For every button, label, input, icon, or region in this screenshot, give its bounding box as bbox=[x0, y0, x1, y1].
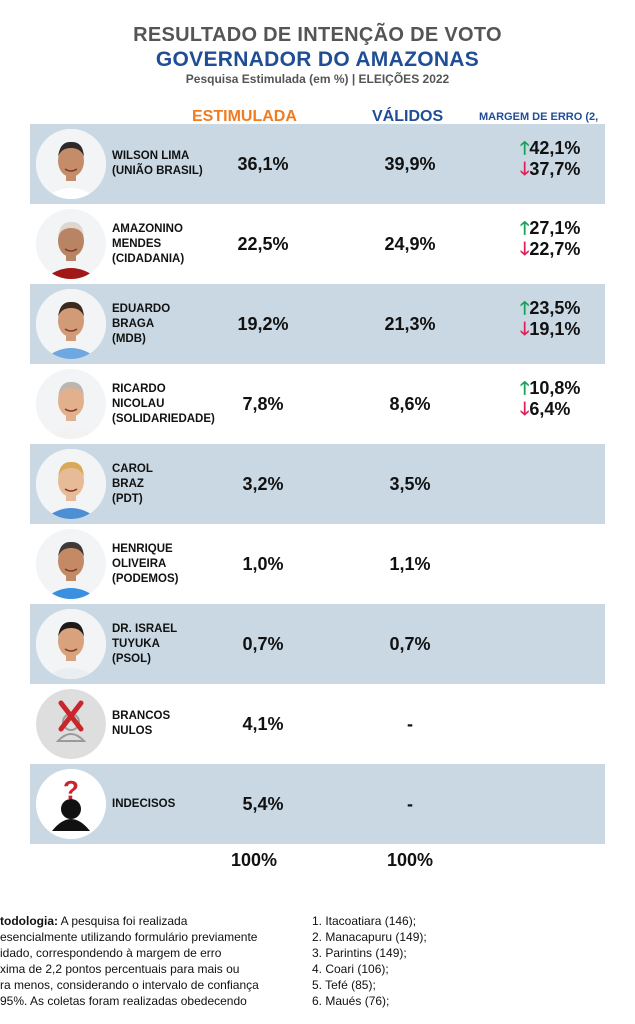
table-row: AMAZONINO MENDES (CIDADANIA) 22,5% 24,9% 🡑2… bbox=[30, 204, 605, 284]
city-item: 5. Tefé (85); bbox=[312, 978, 376, 992]
estimulada-value: 22,5% bbox=[237, 233, 289, 254]
candidate-name: INDECISOS bbox=[112, 797, 176, 810]
methodology-label: todologia: bbox=[0, 914, 58, 928]
arrow-down-icon: 🡓 bbox=[520, 239, 530, 259]
margin-of-error: 🡑10,8% 🡓6,4% bbox=[520, 378, 580, 420]
city-item: 2. Manacapuru (149); bbox=[312, 930, 427, 944]
validos-value: - bbox=[407, 793, 413, 814]
validos-value: 8,6% bbox=[389, 393, 431, 414]
estimulada-value: 36,1% bbox=[237, 153, 289, 174]
candidate-photo bbox=[36, 369, 106, 439]
city-list: 1. Itacoatiara (146); 2. Manacapuru (149)… bbox=[312, 913, 427, 1009]
question-person-icon: ? bbox=[36, 769, 106, 839]
results-table: WILSON LIMA (UNIÃO BRASIL) 36,1% 39,9% 🡑42,… bbox=[30, 124, 605, 844]
city-item: 1. Itacoatiara (146); bbox=[312, 914, 417, 928]
arrow-down-icon: 🡓 bbox=[520, 319, 530, 339]
x-person-icon bbox=[36, 689, 106, 759]
margin-lower-value: 22,7% bbox=[529, 239, 581, 259]
table-row: ? INDECISOS 5,4% - bbox=[30, 764, 605, 844]
arrow-down-icon: 🡓 bbox=[520, 399, 530, 419]
column-header-validos: VÁLIDOS bbox=[372, 108, 444, 125]
margin-lower-value: 19,1% bbox=[529, 319, 581, 339]
city-item: 4. Coari (106); bbox=[312, 962, 389, 976]
margin-of-error: 🡑42,1% 🡓37,7% bbox=[520, 138, 580, 180]
margin-upper-value: 10,8% bbox=[529, 378, 581, 398]
candidate-photo bbox=[36, 449, 106, 519]
arrow-up-icon: 🡑 bbox=[520, 378, 530, 398]
arrow-up-icon: 🡑 bbox=[520, 218, 530, 238]
validos-value: 1,1% bbox=[389, 553, 431, 574]
candidate-photo bbox=[36, 129, 106, 199]
arrow-down-icon: 🡓 bbox=[520, 159, 530, 179]
page-title: RESULTADO DE INTENÇÃO DE VOTO bbox=[133, 24, 502, 46]
estimulada-value: 1,0% bbox=[242, 553, 284, 574]
city-item: 6. Maués (76); bbox=[312, 994, 390, 1008]
table-row: WILSON LIMA (UNIÃO BRASIL) 36,1% 39,9% 🡑42,… bbox=[30, 124, 605, 204]
candidate-photo bbox=[36, 609, 106, 679]
estimulada-value: 3,2% bbox=[242, 473, 284, 494]
table-row: DR. ISRAEL TUYUKA (PSOL) 0,7% 0,7% bbox=[30, 604, 605, 684]
margin-of-error: 🡑23,5% 🡓19,1% bbox=[520, 298, 580, 340]
estimulada-value: 4,1% bbox=[242, 713, 284, 734]
margin-of-error: 🡑27,1% 🡓22,7% bbox=[520, 218, 580, 260]
estimulada-value: 7,8% bbox=[242, 393, 284, 414]
candidate-name: HENRIQUE OLIVEIRA (PODEMOS) bbox=[112, 542, 179, 585]
estimulada-value: 0,7% bbox=[242, 633, 284, 654]
survey-caption: Pesquisa Estimulada (em %) | ELEIÇÕES 20… bbox=[185, 72, 450, 86]
margin-upper-value: 42,1% bbox=[529, 138, 581, 158]
candidate-name: WILSON LIMA (UNIÃO BRASIL) bbox=[112, 150, 203, 177]
validos-value: 24,9% bbox=[384, 233, 436, 254]
table-row: RICARDO NICOLAU (SOLIDARIEDADE) 7,8% 8,6% 🡑… bbox=[30, 364, 605, 444]
candidate-name: EDUARDO BRAGA (MDB) bbox=[112, 302, 171, 345]
table-row: BRANCOS NULOS 4,1% - bbox=[30, 684, 605, 764]
estimulada-value: 19,2% bbox=[237, 313, 289, 334]
svg-text:?: ? bbox=[63, 775, 79, 805]
candidate-photo bbox=[36, 289, 106, 359]
candidate-photo bbox=[36, 529, 106, 599]
candidate-name: CAROL BRAZ (PDT) bbox=[112, 462, 153, 505]
methodology-body: A pesquisa foi realizada esencialmente u… bbox=[0, 914, 259, 1008]
candidate-name: AMAZONINO MENDES (CIDADANIA) bbox=[112, 222, 185, 265]
margin-lower-value: 37,7% bbox=[529, 159, 581, 179]
table-row: HENRIQUE OLIVEIRA (PODEMOS) 1,0% 1,1% bbox=[30, 524, 605, 604]
candidate-photo bbox=[36, 209, 106, 279]
column-header-estimulada: ESTIMULADA bbox=[192, 108, 297, 125]
methodology-text: todologia: A pesquisa foi realizada esen… bbox=[0, 913, 300, 1013]
table-row: CAROL BRAZ (PDT) 3,2% 3,5% bbox=[30, 444, 605, 524]
candidate-name: BRANCOS NULOS bbox=[112, 710, 171, 737]
column-header-margem: MARGEM DE ERRO (2, bbox=[479, 111, 599, 123]
total-estimulada: 100% bbox=[230, 850, 278, 870]
table-row: EDUARDO BRAGA (MDB) 19,2% 21,3% 🡑23,5% 🡓19,1… bbox=[30, 284, 605, 364]
validos-value: 39,9% bbox=[384, 153, 436, 174]
validos-value: 3,5% bbox=[389, 473, 431, 494]
page-subtitle: GOVERNADOR DO AMAZONAS bbox=[155, 48, 480, 71]
arrow-up-icon: 🡑 bbox=[520, 298, 530, 318]
total-validos: 100% bbox=[386, 850, 434, 870]
candidate-name: DR. ISRAEL TUYUKA (PSOL) bbox=[112, 622, 178, 665]
margin-lower-value: 6,4% bbox=[529, 399, 571, 419]
candidate-name: RICARDO NICOLAU (SOLIDARIEDADE) bbox=[112, 382, 215, 425]
margin-upper-value: 23,5% bbox=[529, 298, 581, 318]
estimulada-value: 5,4% bbox=[242, 793, 284, 814]
city-item: 3. Parintins (149); bbox=[312, 946, 407, 960]
validos-value: 21,3% bbox=[384, 313, 436, 334]
margin-upper-value: 27,1% bbox=[529, 218, 581, 238]
arrow-up-icon: 🡑 bbox=[520, 138, 530, 158]
validos-value: 0,7% bbox=[389, 633, 431, 654]
validos-value: - bbox=[407, 713, 413, 734]
